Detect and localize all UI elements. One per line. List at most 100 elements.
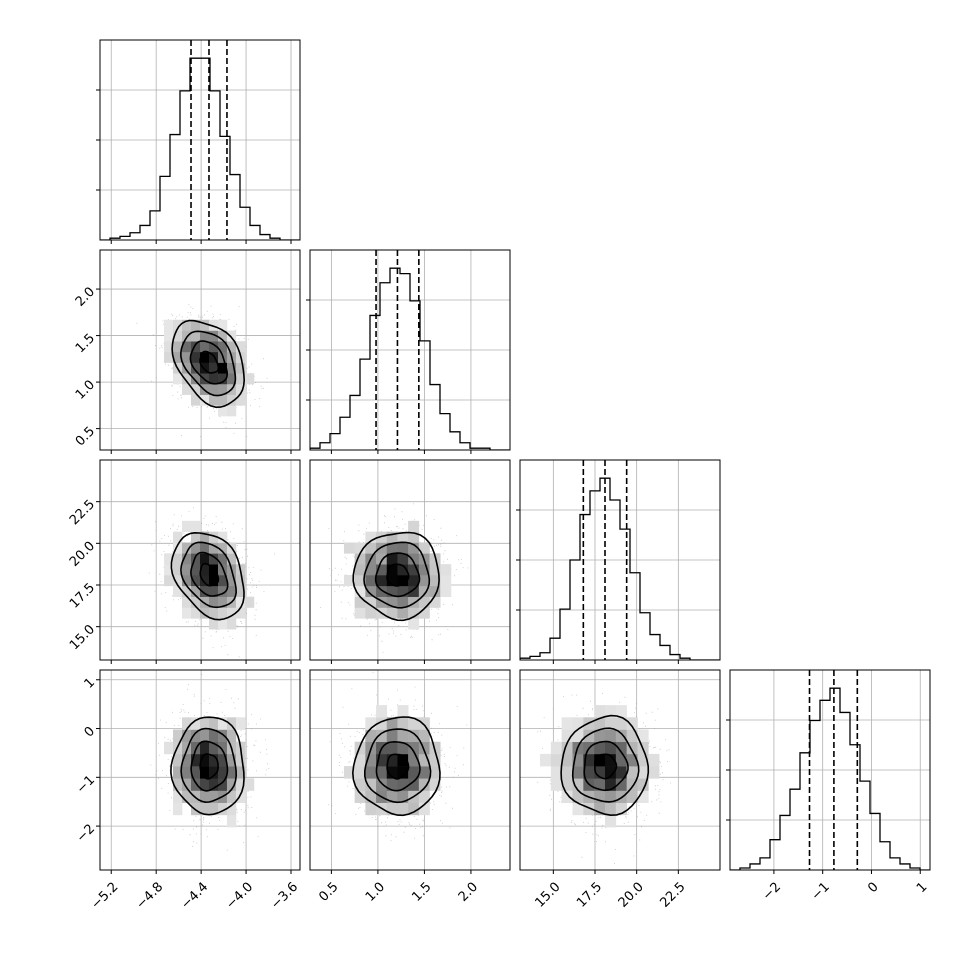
density-cell [191,778,201,791]
density-cell [397,778,409,791]
density-cell [217,766,228,779]
density-cell [200,319,210,331]
density-cell [200,341,210,353]
density-cell [408,553,420,565]
contour-level-3 [199,753,219,780]
density-cell [182,790,192,803]
density-cell [173,766,183,779]
density-cell [386,729,398,743]
density-cell [386,790,398,803]
density-cell [408,596,420,608]
density-cell [208,802,219,816]
x-tick-label: −3.6 [268,880,301,913]
density-cell [208,373,219,385]
density-cell [191,596,201,608]
density-cell [605,814,617,828]
density-cell [376,585,388,597]
density-cell [408,575,420,587]
density-cell [397,790,409,803]
density-cell [376,729,388,743]
x-tick-label: 1.0 [363,880,388,905]
density-cell [208,531,219,543]
density-cell [217,383,228,395]
contour-level-2 [190,551,229,597]
density-cell [200,802,210,816]
panel-frame [99,249,301,451]
density-cell [244,596,255,608]
density-cell [440,575,452,587]
panel-content [310,250,510,450]
density-cell [626,766,638,779]
density-cell [235,373,246,385]
contour-level-0 [170,531,245,621]
panel-2-0: 15.0 17.5 20.0 22.5 [67,459,301,664]
density-cell [182,319,192,331]
density-cell [200,717,210,730]
density-cell [429,766,441,779]
density-cell [164,330,174,342]
panel-content [520,460,720,660]
density-cell [226,766,237,779]
density-cell [226,802,237,816]
contour-level-3 [199,562,220,587]
density-cell [235,753,246,767]
density-cell [408,741,420,755]
density-cell [217,553,228,565]
density-cell [208,341,219,353]
density-cell [200,351,210,363]
density-cell [217,362,228,374]
density-cell [365,585,377,597]
density-cell [226,373,237,385]
density-cell [605,778,617,791]
density-cell [408,531,420,543]
density-cell [408,618,420,630]
density-cell [594,766,606,779]
density-cell [191,362,201,374]
y-tick-label: 2.0 [73,285,98,310]
contour-level-3 [594,753,618,780]
density-cell [235,717,246,730]
density-cell [217,319,228,331]
density-cell [637,778,649,791]
contour-level-2 [190,740,229,792]
density-cell [418,717,430,730]
density-cell [235,778,246,791]
density-cell [208,542,219,554]
x-tick-label: −4.8 [133,880,166,913]
density-cell [386,564,398,576]
density-cell [208,383,219,395]
x-tick-label: 20.0 [616,880,647,911]
contour-level-3 [386,753,410,780]
density-cell [182,741,192,755]
density-cell [354,553,366,565]
density-cell [440,564,452,576]
density-cell [550,753,562,767]
density-cell [418,564,430,576]
panel-content [100,40,300,240]
density-cell [418,790,430,803]
density-cell [208,585,219,597]
density-cell [397,542,409,554]
density-cell [615,753,627,767]
density-cell [200,585,210,597]
density-cell [164,741,174,755]
density-cell [200,542,210,554]
density-cell [648,753,660,767]
density-cell [208,753,219,767]
density-cell [208,729,219,743]
density-cell [572,790,584,803]
density-cell [217,341,228,353]
y-tick-label: −2 [74,822,98,846]
density-cell [550,778,562,791]
density-cell [182,729,192,743]
density-cell [164,564,174,576]
density-cell [594,753,606,767]
density-cell [200,362,210,374]
density-cell [365,790,377,803]
density-cell [615,778,627,791]
density-cell [217,741,228,755]
density-cell [208,717,219,730]
density-cell [173,753,183,767]
density-cell [397,705,409,718]
